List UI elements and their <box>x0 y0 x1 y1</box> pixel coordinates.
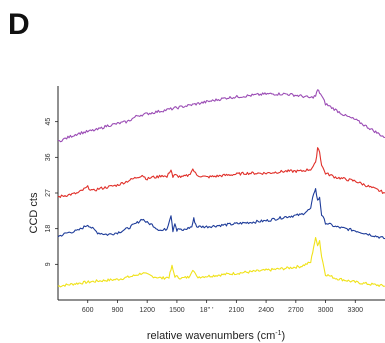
series-layer <box>57 89 385 288</box>
spectrum-line-4 <box>57 89 385 143</box>
x-tick-label: 900 <box>112 307 124 314</box>
x-tick-label: 2100 <box>229 307 245 314</box>
x-tick-label: 3000 <box>318 307 334 314</box>
y-tick-label: 45 <box>45 118 52 126</box>
x-tick-label: 2700 <box>288 307 304 314</box>
panel-label: D <box>8 8 30 41</box>
x-axis-title: relative wavenumbers (cm-1) <box>147 330 285 342</box>
y-tick-label: 36 <box>45 153 52 161</box>
x-tick-label: 1200 <box>139 307 155 314</box>
spectrum-line-2 <box>57 188 385 240</box>
y-tick-label: 18 <box>45 225 52 233</box>
spectrum-line-3 <box>57 147 385 199</box>
x-tick-label: 600 <box>82 307 94 314</box>
x-tick-label: 1500 <box>169 307 185 314</box>
x-tick-label: 18'' ' <box>200 307 214 314</box>
spectrum-line-1 <box>57 236 385 288</box>
axes: 600 900 1200 1500 18'' ' 2100 2400 2700 3000 3300… <box>45 86 385 314</box>
y-axis-title: CCD cts <box>28 192 40 233</box>
x-tick-label: 2400 <box>258 307 274 314</box>
x-tick-label: 3300 <box>347 307 363 314</box>
y-tick-label: 27 <box>45 189 52 197</box>
y-tick-label: 9 <box>45 262 52 266</box>
